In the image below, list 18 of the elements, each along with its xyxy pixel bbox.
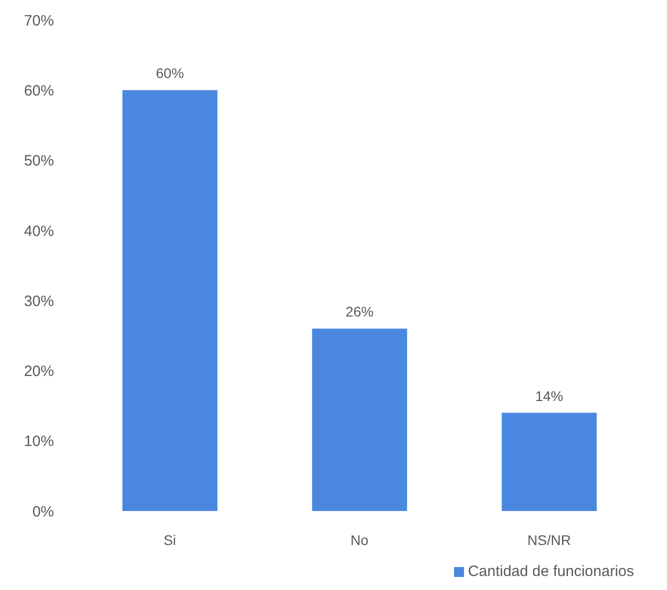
y-tick-label: 30% bbox=[24, 292, 54, 310]
data-label: 26% bbox=[346, 304, 374, 320]
bar bbox=[502, 412, 597, 511]
x-tick-label: NS/NR bbox=[527, 532, 571, 548]
y-tick-label: 70% bbox=[24, 12, 54, 30]
bar bbox=[122, 90, 218, 511]
y-tick-label: 0% bbox=[32, 503, 54, 520]
x-tick-label: Si bbox=[164, 532, 176, 548]
data-label: 14% bbox=[535, 388, 564, 404]
x-tick-label: No bbox=[350, 532, 369, 548]
y-tick-label: 40% bbox=[24, 222, 54, 240]
y-tick-label: 10% bbox=[24, 433, 54, 450]
y-tick-label: 20% bbox=[24, 363, 54, 380]
y-tick-label: 60% bbox=[24, 82, 54, 100]
bar bbox=[312, 328, 408, 511]
data-label: 60% bbox=[156, 65, 184, 82]
legend-label: Cantidad de funcionarios bbox=[468, 563, 634, 580]
y-tick-label: 50% bbox=[24, 152, 54, 170]
